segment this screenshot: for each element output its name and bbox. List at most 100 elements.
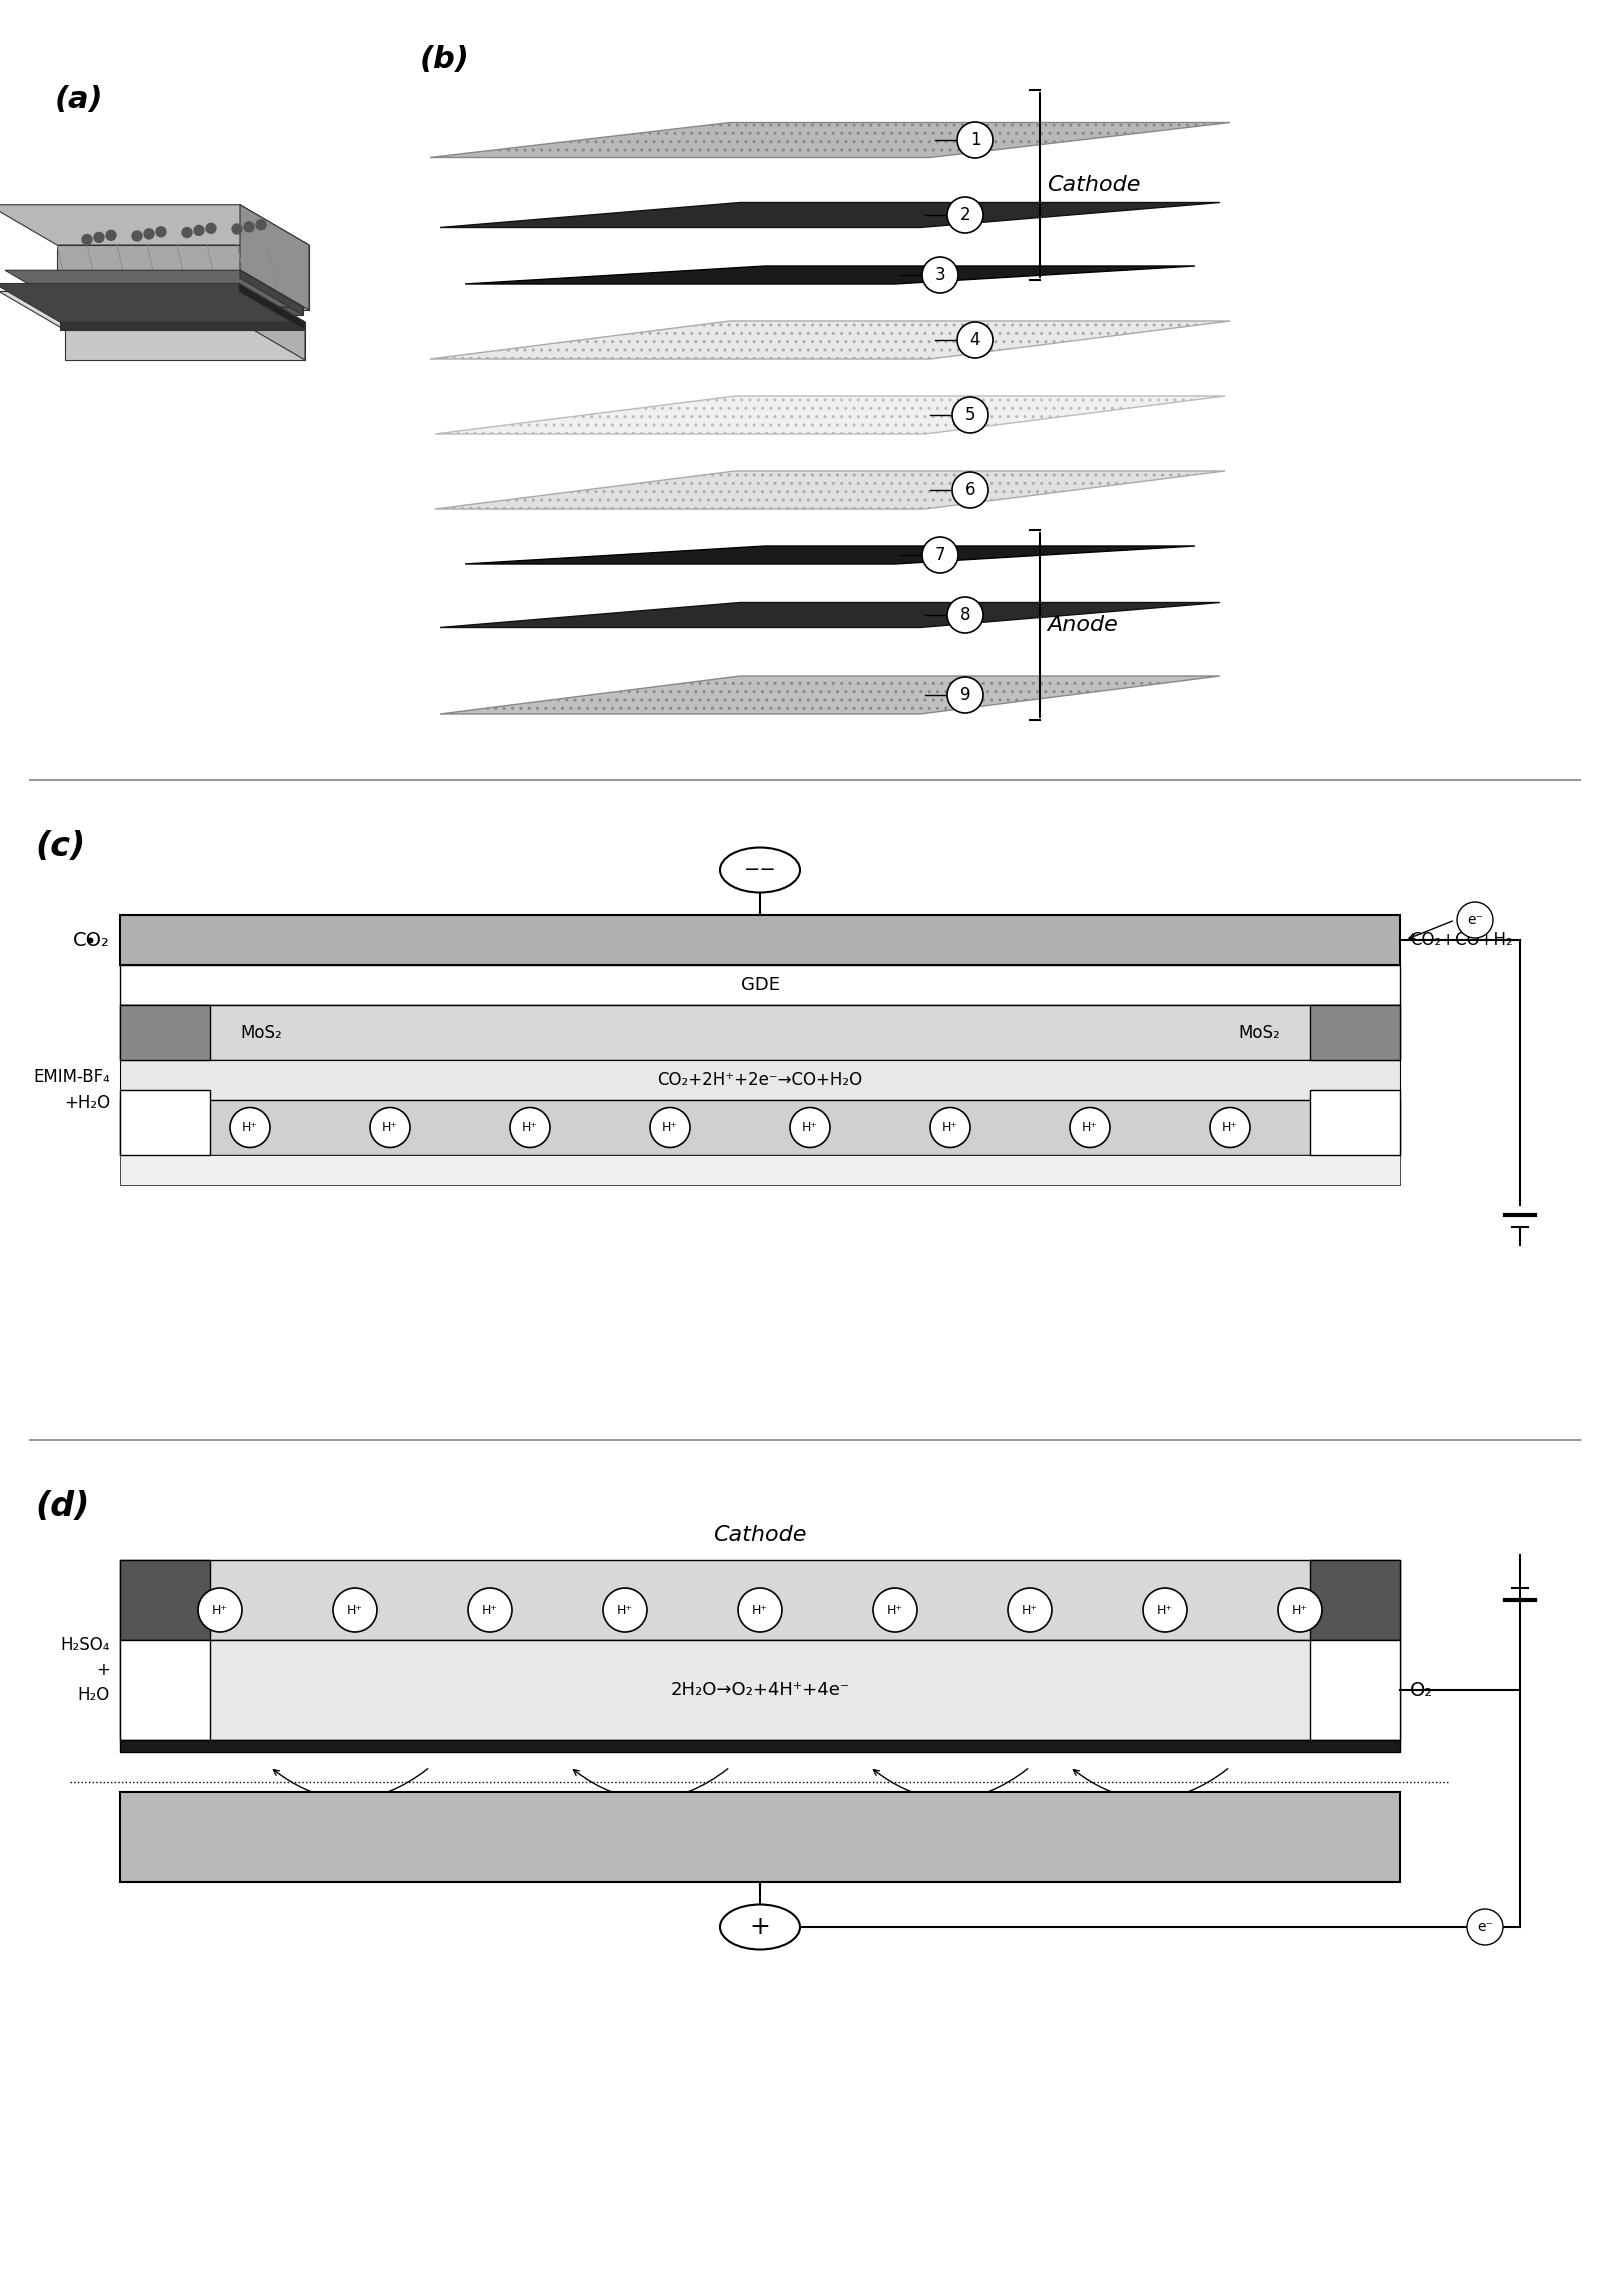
Ellipse shape (720, 846, 801, 892)
Text: H⁺: H⁺ (482, 1604, 498, 1617)
Circle shape (1070, 1108, 1110, 1147)
Circle shape (789, 1108, 830, 1147)
Text: 3: 3 (934, 266, 946, 284)
Circle shape (511, 1108, 549, 1147)
Polygon shape (0, 204, 309, 245)
FancyBboxPatch shape (1310, 1005, 1400, 1060)
Polygon shape (435, 470, 1224, 509)
Text: H⁺: H⁺ (662, 1122, 678, 1133)
Text: 5: 5 (965, 406, 975, 424)
Circle shape (957, 122, 992, 158)
FancyBboxPatch shape (119, 1060, 1400, 1101)
Circle shape (921, 257, 959, 294)
FancyBboxPatch shape (119, 1560, 1400, 1640)
Polygon shape (240, 204, 309, 310)
Text: +: + (749, 1915, 770, 1938)
Polygon shape (68, 307, 303, 314)
Circle shape (132, 232, 142, 241)
Polygon shape (56, 245, 309, 310)
Text: H⁺: H⁺ (1223, 1122, 1237, 1133)
Text: H⁺: H⁺ (382, 1122, 398, 1133)
Circle shape (1468, 1909, 1503, 1945)
Circle shape (952, 397, 988, 434)
Polygon shape (238, 284, 304, 330)
Circle shape (1142, 1587, 1187, 1631)
Text: H⁺: H⁺ (752, 1604, 768, 1617)
Circle shape (93, 232, 105, 243)
Text: O₂: O₂ (1410, 1682, 1434, 1700)
Circle shape (921, 537, 959, 574)
Circle shape (957, 321, 992, 358)
Circle shape (198, 1587, 242, 1631)
FancyBboxPatch shape (119, 966, 1400, 1005)
Text: 8: 8 (960, 606, 970, 624)
Text: 4: 4 (970, 330, 979, 349)
Polygon shape (240, 271, 303, 314)
Text: CO₂+CO+H₂: CO₂+CO+H₂ (1410, 931, 1513, 950)
Circle shape (1278, 1587, 1323, 1631)
Text: (a): (a) (55, 85, 103, 115)
FancyBboxPatch shape (1310, 1090, 1400, 1154)
FancyBboxPatch shape (119, 1005, 209, 1060)
FancyBboxPatch shape (119, 1640, 209, 1741)
Circle shape (82, 234, 92, 245)
Text: H⁺: H⁺ (617, 1604, 633, 1617)
Circle shape (649, 1108, 690, 1147)
Text: 2: 2 (960, 206, 970, 225)
Circle shape (206, 223, 216, 234)
Circle shape (930, 1108, 970, 1147)
FancyBboxPatch shape (119, 1560, 209, 1640)
Circle shape (256, 220, 266, 229)
Polygon shape (238, 291, 304, 360)
Text: Cathode: Cathode (1047, 174, 1141, 195)
Polygon shape (0, 284, 304, 321)
Polygon shape (466, 546, 1195, 564)
Polygon shape (60, 321, 304, 330)
Circle shape (156, 227, 166, 236)
FancyBboxPatch shape (119, 1005, 1400, 1060)
Polygon shape (5, 271, 303, 307)
Text: (b): (b) (420, 46, 470, 73)
Circle shape (873, 1587, 917, 1631)
Circle shape (603, 1587, 648, 1631)
Text: 7: 7 (934, 546, 946, 564)
Circle shape (947, 197, 983, 234)
Circle shape (182, 227, 192, 239)
Text: H⁺: H⁺ (1083, 1122, 1099, 1133)
Polygon shape (440, 677, 1220, 713)
Polygon shape (466, 266, 1195, 284)
Polygon shape (430, 321, 1231, 358)
Text: MoS₂: MoS₂ (1239, 1023, 1281, 1041)
Circle shape (371, 1108, 411, 1147)
Polygon shape (435, 397, 1224, 434)
Text: MoS₂: MoS₂ (240, 1023, 282, 1041)
Text: GDE: GDE (741, 975, 780, 993)
Text: H⁺: H⁺ (1021, 1604, 1037, 1617)
Circle shape (469, 1587, 512, 1631)
Text: H⁺: H⁺ (888, 1604, 904, 1617)
Text: Anode: Anode (1047, 615, 1118, 635)
FancyBboxPatch shape (1310, 1640, 1400, 1741)
Text: 1: 1 (970, 131, 981, 149)
Text: H⁺: H⁺ (213, 1604, 229, 1617)
Text: (c): (c) (35, 830, 85, 863)
Text: 6: 6 (965, 482, 975, 500)
Circle shape (1008, 1587, 1052, 1631)
FancyBboxPatch shape (119, 1101, 1400, 1154)
Text: −−: −− (744, 860, 777, 879)
FancyBboxPatch shape (119, 1640, 1400, 1741)
Polygon shape (440, 202, 1220, 227)
Circle shape (947, 596, 983, 633)
Circle shape (738, 1587, 781, 1631)
Text: 2H₂O→O₂+4H⁺+4e⁻: 2H₂O→O₂+4H⁺+4e⁻ (670, 1682, 849, 1700)
FancyBboxPatch shape (1310, 1560, 1400, 1640)
Text: (d): (d) (35, 1491, 89, 1523)
Circle shape (230, 1108, 271, 1147)
Text: H⁺: H⁺ (1292, 1604, 1308, 1617)
Text: CO₂: CO₂ (72, 931, 110, 950)
Circle shape (193, 225, 205, 236)
Circle shape (947, 677, 983, 713)
FancyBboxPatch shape (119, 1741, 1400, 1753)
Circle shape (232, 225, 242, 234)
FancyBboxPatch shape (119, 1792, 1400, 1881)
